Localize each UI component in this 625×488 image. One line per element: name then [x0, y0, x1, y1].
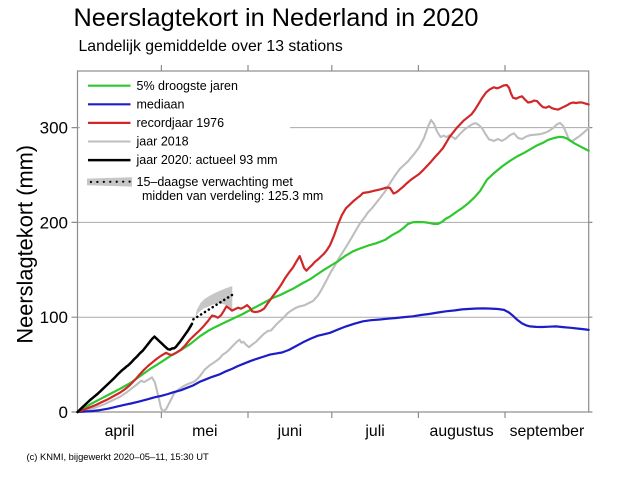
svg-text:augustus: augustus [430, 423, 494, 440]
svg-text:(c) KNMI, bijgewerkt 2020–05–1: (c) KNMI, bijgewerkt 2020–05–11, 15:30 U… [27, 451, 209, 462]
svg-text:juli: juli [364, 423, 384, 440]
svg-text:5% droogste jaren: 5% droogste jaren [137, 79, 239, 93]
svg-text:juni: juni [277, 423, 303, 440]
svg-text:100: 100 [40, 308, 68, 327]
svg-text:jaar 2020: actueel 93 mm: jaar 2020: actueel 93 mm [136, 153, 278, 167]
svg-text:jaar 2018: jaar 2018 [136, 135, 189, 149]
svg-text:200: 200 [40, 213, 68, 232]
svg-text:Neerslagtekort (mm): Neerslagtekort (mm) [12, 145, 37, 344]
svg-text:mediaan: mediaan [137, 97, 185, 111]
svg-text:recordjaar 1976: recordjaar 1976 [137, 116, 225, 130]
svg-text:0: 0 [59, 403, 68, 422]
svg-text:mei: mei [192, 423, 217, 440]
svg-text:midden van verdeling: 125.3 mm: midden van verdeling: 125.3 mm [142, 189, 323, 203]
svg-text:Neerslagtekort in Nederland in: Neerslagtekort in Nederland in 2020 [74, 4, 479, 32]
svg-text:april: april [105, 423, 135, 440]
svg-text:300: 300 [40, 119, 68, 138]
svg-text:Landelijk gemiddelde over 13 s: Landelijk gemiddelde over 13 stations [79, 38, 343, 55]
svg-text:september: september [510, 423, 585, 440]
svg-text:15–daagse verwachting met: 15–daagse verwachting met [137, 175, 294, 189]
